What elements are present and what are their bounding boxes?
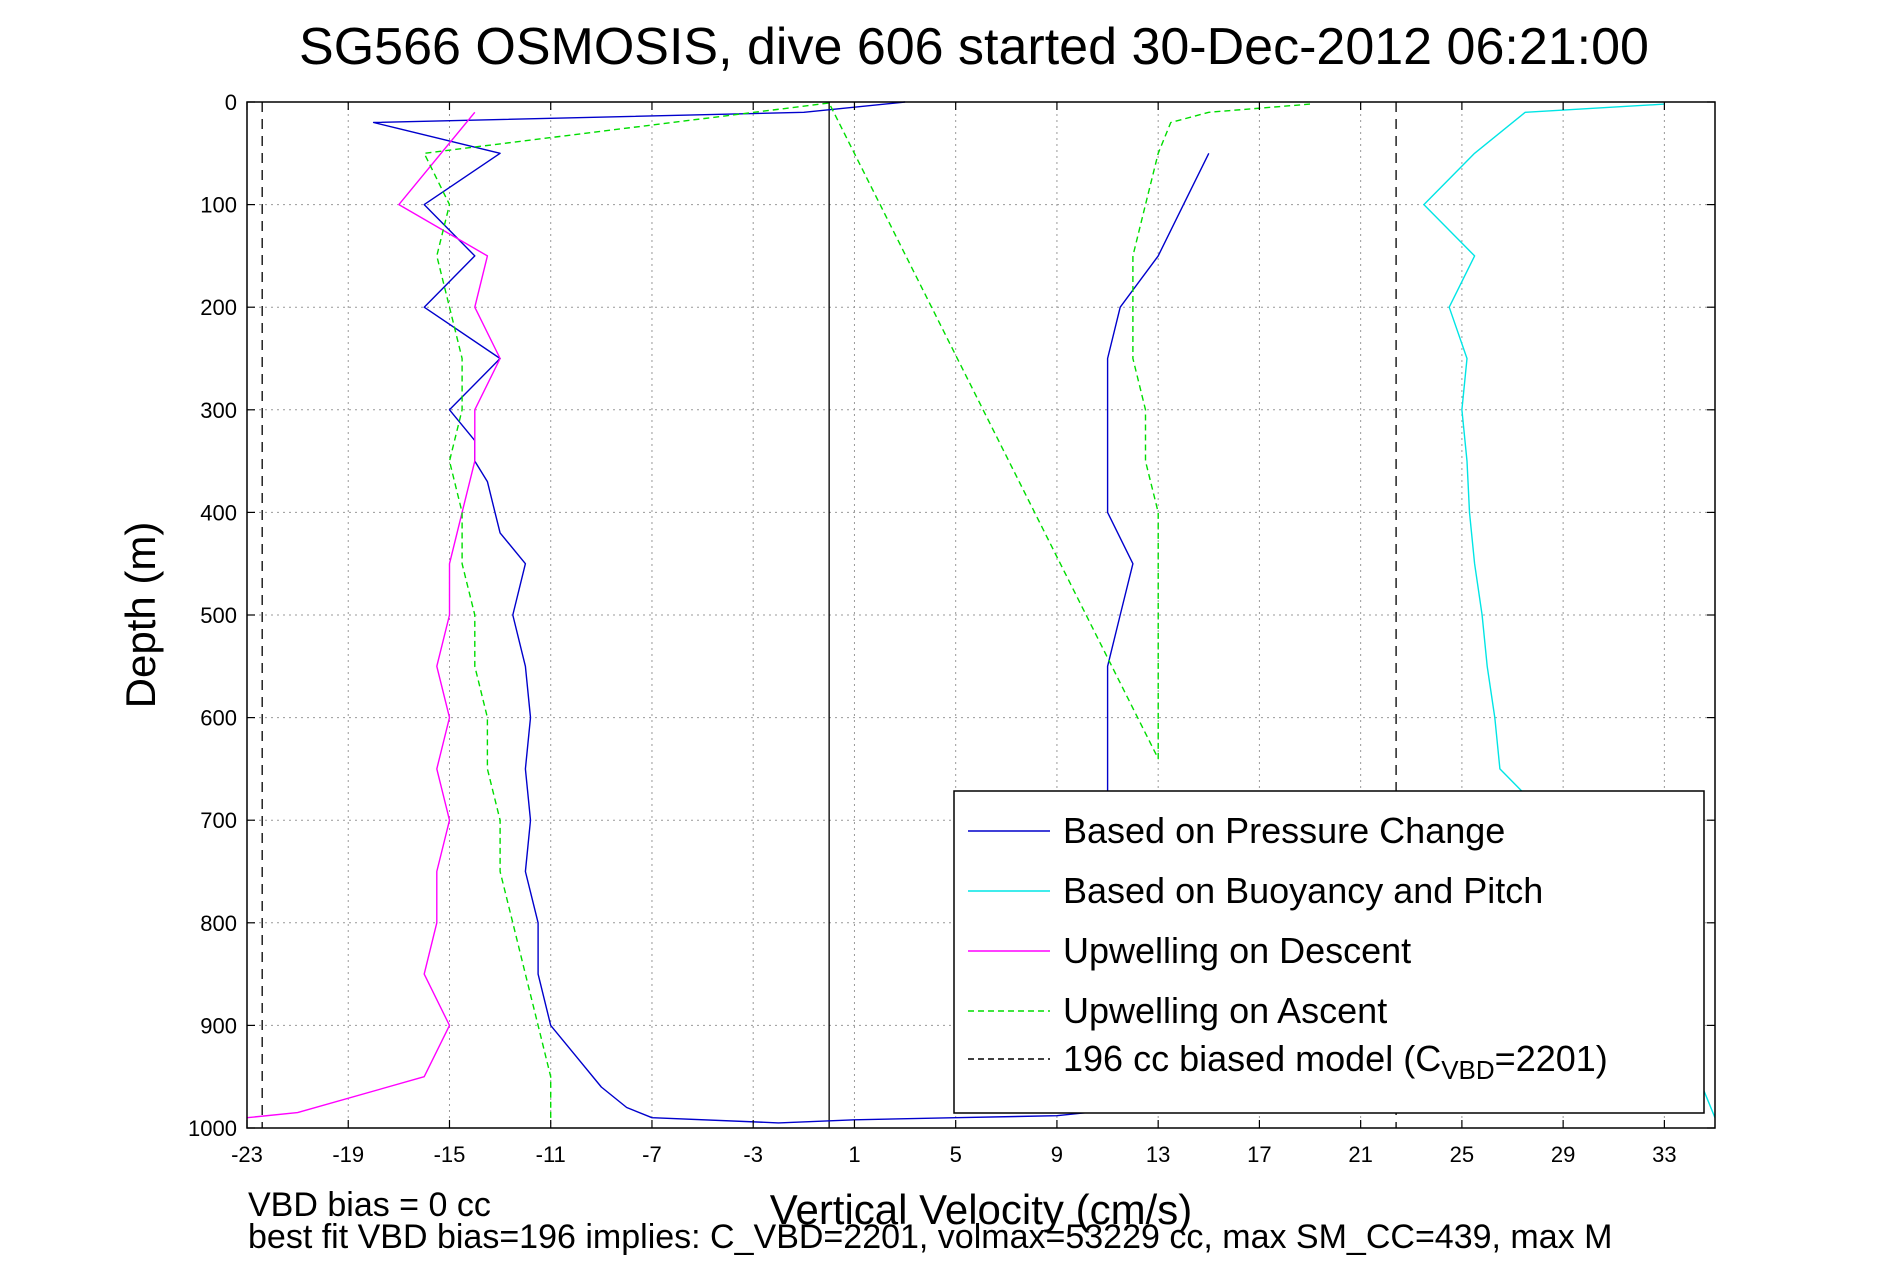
series-group	[246, 101, 1716, 1124]
y-tick-label: 800	[200, 911, 237, 936]
x-tick-label: -15	[434, 1142, 466, 1167]
y-tick-label: 700	[200, 808, 237, 833]
legend-entry-label: Based on Buoyancy and Pitch	[1063, 870, 1543, 911]
legend-box	[953, 790, 1705, 1114]
x-axis-label: Vertical Velocity (cm/s)	[770, 1186, 1192, 1233]
legend-entry-label: Based on Pressure Change	[1063, 810, 1505, 851]
series-line-upwelling-on-ascent	[423, 102, 1311, 1118]
legend-entry-label: Upwelling on Descent	[1063, 930, 1411, 971]
x-tick-label: 13	[1146, 1142, 1170, 1167]
y-axis-label: Depth (m)	[117, 522, 164, 709]
y-tick-label: 200	[200, 295, 237, 320]
legend-entry-label: Upwelling on Ascent	[1063, 990, 1387, 1031]
x-tick-label: -3	[743, 1142, 763, 1167]
legend: Based on Pressure Change Based on Buoyanc…	[953, 790, 1705, 1114]
x-tick-label: -19	[332, 1142, 364, 1167]
y-tick-label: 100	[200, 193, 237, 218]
x-tick-label: -23	[231, 1142, 263, 1167]
x-tick-label: -11	[536, 1142, 566, 1167]
x-tick-label: 5	[950, 1142, 962, 1167]
y-tick-label: 600	[200, 706, 237, 731]
x-axis-ticks: -23 -19 -15 -11 -7 -3 1 5 9 13 17 21 25 29 33	[231, 102, 1677, 1167]
legend-entry-label: 196 cc biased model (CVBD=2201)	[1063, 1038, 1608, 1085]
y-tick-label: 500	[200, 603, 237, 628]
series-line-upwelling-on-descent	[246, 111, 501, 1119]
y-tick-label: 0	[225, 90, 237, 115]
y-axis-ticks: 0 100 200 300 400 500 600 700 800 900 1000	[188, 90, 1715, 1141]
y-tick-label: 900	[200, 1013, 237, 1038]
x-tick-label: -7	[642, 1142, 662, 1167]
annotation-best-fit: best fit VBD bias=196 implies: C_VBD=220…	[248, 1218, 1612, 1256]
y-tick-label: 400	[200, 500, 237, 525]
x-tick-label: 9	[1051, 1142, 1063, 1167]
x-tick-label: 33	[1652, 1142, 1676, 1167]
annotation-vbd-bias: VBD bias = 0 cc	[248, 1186, 491, 1224]
series-line-based-on-pressure	[372, 101, 1210, 1124]
y-tick-label: 1000	[188, 1116, 237, 1141]
x-tick-label: 25	[1450, 1142, 1474, 1167]
chart-title: SG566 OSMOSIS, dive 606 started 30-Dec-2…	[299, 18, 1649, 76]
y-tick-label: 300	[200, 398, 237, 423]
x-tick-label: 17	[1247, 1142, 1271, 1167]
series-line-based-on-buoyancy	[1423, 103, 1716, 1118]
x-tick-label: 1	[848, 1142, 860, 1167]
x-tick-label: 29	[1551, 1142, 1575, 1167]
x-tick-label: 21	[1348, 1142, 1372, 1167]
